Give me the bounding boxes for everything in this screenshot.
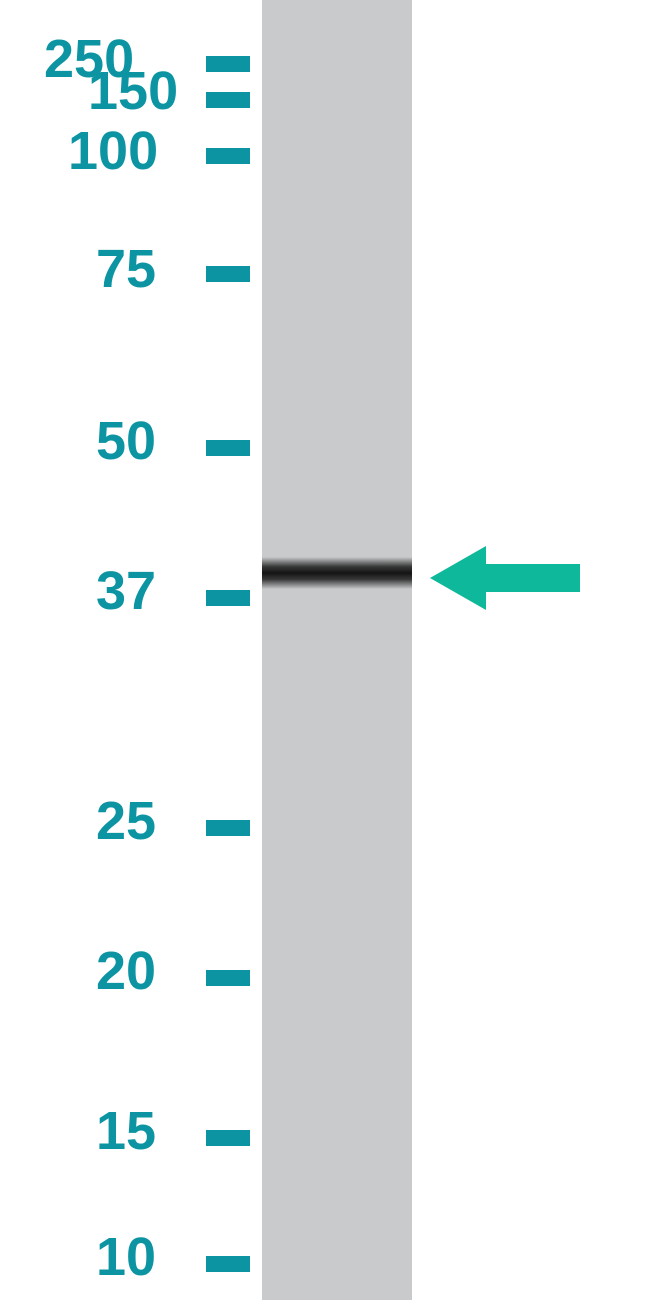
mw-tick-75 xyxy=(206,266,250,282)
arrow-head-icon xyxy=(430,546,486,610)
mw-label-15: 15 xyxy=(96,1100,156,1162)
mw-tick-37 xyxy=(206,590,250,606)
mw-tick-25 xyxy=(206,820,250,836)
mw-tick-10 xyxy=(206,1256,250,1272)
mw-label-50: 50 xyxy=(96,410,156,472)
arrow-shaft xyxy=(480,564,580,592)
blot-lane xyxy=(262,0,412,1300)
mw-tick-50 xyxy=(206,440,250,456)
western-blot: 25015010075503725201510 xyxy=(0,0,650,1300)
mw-tick-250 xyxy=(206,56,250,72)
mw-label-150: 150 xyxy=(88,60,178,122)
mw-tick-20 xyxy=(206,970,250,986)
mw-tick-100 xyxy=(206,148,250,164)
protein-band xyxy=(262,557,412,589)
mw-label-37: 37 xyxy=(96,560,156,622)
mw-label-10: 10 xyxy=(96,1226,156,1288)
mw-label-20: 20 xyxy=(96,940,156,1002)
mw-label-75: 75 xyxy=(96,238,156,300)
mw-label-25: 25 xyxy=(96,790,156,852)
mw-tick-15 xyxy=(206,1130,250,1146)
mw-tick-150 xyxy=(206,92,250,108)
mw-label-100: 100 xyxy=(68,120,158,182)
